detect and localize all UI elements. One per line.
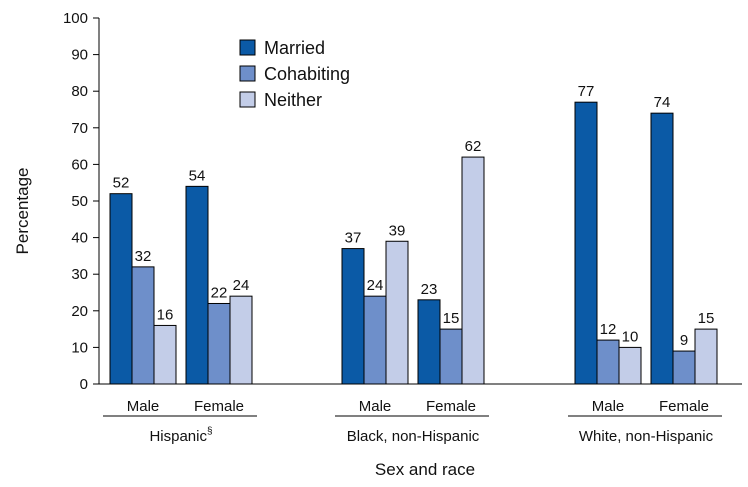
x-axis-categories: Male Female Hispanic§ Male Female Black, non-… [99, 383, 742, 445]
legend: Married Cohabiting Neither [239, 38, 350, 110]
data-label: 9 [680, 332, 688, 349]
bar-cohabiting [363, 295, 387, 385]
data-label: 54 [189, 167, 206, 184]
bar-married [109, 193, 133, 385]
legend-swatch-cohabiting [239, 65, 256, 82]
data-label: 10 [622, 328, 639, 345]
bar-neither [618, 346, 642, 385]
data-label: 15 [698, 310, 715, 327]
data-label: 62 [465, 138, 482, 155]
bar-neither [229, 295, 253, 385]
category-label: Female [426, 398, 476, 415]
legend-swatch-neither [239, 91, 256, 108]
x-axis-title: Sex and race [375, 460, 475, 479]
bar-neither [461, 156, 485, 385]
data-label: 24 [367, 277, 384, 294]
category-label: Male [127, 398, 160, 415]
category-label: Female [659, 398, 709, 415]
legend-label-neither: Neither [264, 90, 322, 110]
y-tick-label: 0 [80, 376, 88, 393]
data-label: 12 [600, 321, 617, 338]
y-tick-label: 10 [71, 339, 88, 356]
data-label: 52 [113, 175, 130, 192]
bar-married [574, 101, 598, 385]
data-label: 23 [421, 281, 438, 298]
data-label: 77 [578, 83, 595, 100]
y-axis-title: Percentage [13, 168, 32, 255]
data-label: 74 [654, 94, 671, 111]
group-label: Hispanic§ [149, 426, 212, 445]
group-name: Hispanic [149, 428, 207, 445]
bar-neither [694, 328, 718, 385]
bar-cohabiting [439, 328, 463, 385]
y-tick-label: 60 [71, 156, 88, 173]
bar-cohabiting [672, 350, 696, 385]
data-label: 32 [135, 248, 152, 265]
group-label: White, non-Hispanic [579, 428, 714, 445]
y-axis: 0 10 20 30 40 50 60 70 80 90 100 [63, 10, 100, 393]
bar-married [185, 185, 209, 385]
data-label: 24 [233, 277, 250, 294]
data-label: 22 [211, 284, 228, 301]
y-tick-label: 100 [63, 10, 88, 27]
data-label: 37 [345, 230, 362, 247]
bar-married [341, 248, 365, 385]
y-tick-label: 90 [71, 47, 88, 64]
bar-cohabiting [131, 266, 155, 385]
data-label: 16 [157, 306, 174, 323]
group-name: White, non-Hispanic [579, 428, 714, 445]
bars: 52 32 16 54 22 24 37 24 39 23 15 62 77 12 10 74 9 15 [109, 83, 718, 385]
bar-neither [385, 240, 409, 385]
y-tick-label: 70 [71, 120, 88, 137]
group-superscript: § [207, 426, 213, 437]
legend-label-cohabiting: Cohabiting [264, 64, 350, 84]
data-label: 39 [389, 222, 406, 239]
y-tick-label: 50 [71, 193, 88, 210]
bar-neither [153, 324, 177, 385]
y-tick-label: 20 [71, 303, 88, 320]
data-label: 15 [443, 310, 460, 327]
category-label: Female [194, 398, 244, 415]
group-name: Black, non-Hispanic [347, 428, 480, 445]
y-tick-label: 40 [71, 230, 88, 247]
bar-married [650, 112, 674, 385]
bar-married [417, 299, 441, 385]
category-label: Male [359, 398, 392, 415]
bar-cohabiting [596, 339, 620, 385]
legend-label-married: Married [264, 38, 325, 58]
group-label: Black, non-Hispanic [347, 428, 480, 445]
category-label: Male [592, 398, 625, 415]
bar-cohabiting [207, 302, 231, 385]
legend-swatch-married [239, 39, 256, 56]
y-tick-label: 80 [71, 83, 88, 100]
y-tick-label: 30 [71, 266, 88, 283]
